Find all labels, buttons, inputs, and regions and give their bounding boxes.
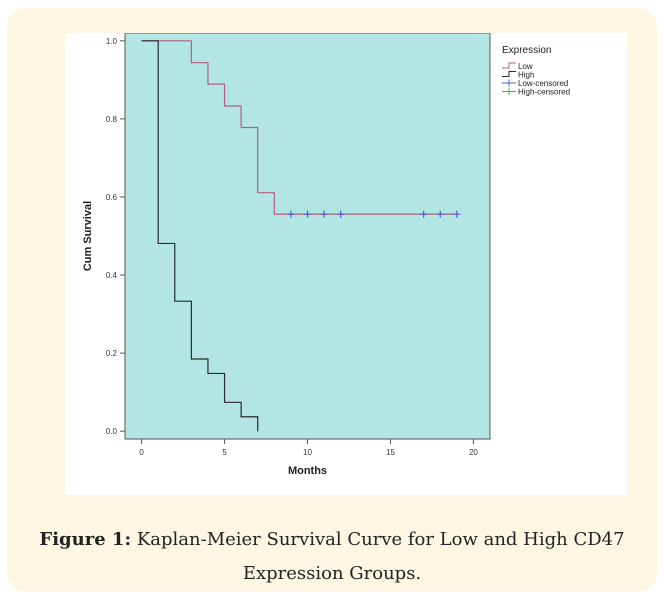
censor-mark — [453, 210, 461, 218]
legend-swatch — [502, 62, 516, 69]
legend-swatch — [502, 71, 516, 77]
chart-panel: 0.0 0.2 0.4 0.6 0.8 1.0 0 5 10 15 20 Months Cum Surv… — [65, 33, 627, 495]
legend-label: Low-censored — [518, 79, 568, 88]
figure-card: 0.0 0.2 0.4 0.6 0.8 1.0 0 5 10 15 20 Months Cum Surv… — [7, 8, 657, 592]
x-tick-label: 15 — [386, 448, 395, 457]
y-axis-label: Cum Survival — [82, 201, 94, 271]
censor-mark — [436, 210, 444, 218]
legend-swatch — [502, 88, 516, 95]
survival-chart: 0.0 0.2 0.4 0.6 0.8 1.0 0 5 10 15 20 Months Cum Surv… — [82, 33, 570, 477]
legend-swatch — [502, 79, 516, 87]
x-tick-label: 0 — [139, 448, 144, 457]
plot-area — [124, 33, 491, 440]
censor-mark — [320, 210, 328, 218]
x-axis-label: Months — [288, 465, 327, 477]
x-tick-label: 20 — [469, 448, 478, 457]
legend-label: High — [518, 71, 534, 80]
y-tick-label: 1.0 — [106, 37, 118, 46]
y-tick-label: 0.8 — [106, 115, 118, 124]
x-tick-label: 10 — [303, 448, 312, 457]
y-tick-label: 0.0 — [106, 427, 118, 436]
y-tick-label: 0.4 — [106, 271, 118, 280]
series-line-high — [141, 40, 259, 432]
caption-text: Kaplan-Meier Survival Curve for Low and … — [136, 529, 625, 584]
x-tick-label: 5 — [222, 448, 227, 457]
censor-mark — [337, 210, 345, 218]
censor-mark — [420, 210, 428, 218]
legend-label: Low — [518, 62, 533, 71]
y-tick-label: 0.2 — [106, 349, 118, 358]
legend-title: Expression — [502, 45, 551, 56]
figure-caption: Figure 1: Kaplan-Meier Survival Curve fo… — [7, 523, 657, 591]
y-tick-label: 0.6 — [106, 193, 118, 202]
censor-mark — [304, 210, 311, 218]
legend-label: High-censored — [518, 88, 570, 97]
censor-mark — [287, 210, 295, 218]
series-line-low — [141, 40, 457, 215]
caption-label: Figure 1: — [39, 529, 132, 550]
